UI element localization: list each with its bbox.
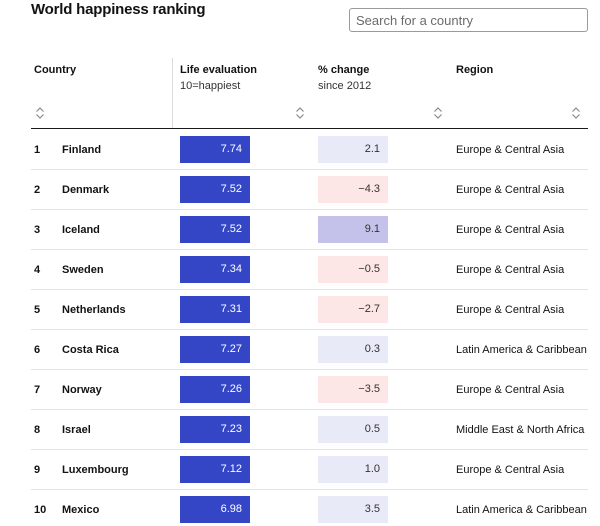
column-header-life-evaluation[interactable]: Life evaluation 10=happiest: [180, 62, 257, 94]
country-cell: Sweden: [62, 264, 104, 276]
country-cell: Luxembourg: [62, 464, 129, 476]
life-evaluation-cell: 7.26: [180, 376, 250, 403]
rank-cell: 1: [34, 144, 41, 156]
sort-country-icon[interactable]: [35, 106, 45, 120]
column-label-country: Country: [34, 64, 77, 76]
search-input[interactable]: [349, 8, 588, 32]
change-cell: 3.5: [318, 496, 388, 523]
column-header-change[interactable]: % change since 2012: [318, 62, 371, 94]
rank-cell: 8: [34, 424, 41, 436]
table-row: 7 Norway 7.26 −3.5 Europe & Central Asia: [31, 370, 588, 410]
column-header-country[interactable]: Country: [34, 62, 76, 78]
table-row: 2 Denmark 7.52 −4.3 Europe & Central Asia: [31, 170, 588, 210]
column-header-region[interactable]: Region: [456, 62, 493, 78]
country-cell: Israel: [62, 424, 91, 436]
table-row: 10 Mexico 6.98 3.5 Latin America & Caribbean: [31, 490, 588, 526]
region-cell: Europe & Central Asia: [456, 304, 565, 316]
region-cell: Europe & Central Asia: [456, 464, 565, 476]
region-cell: Latin America & Caribbean: [456, 344, 587, 356]
country-cell: Norway: [62, 384, 102, 396]
table-row: 4 Sweden 7.34 −0.5 Europe & Central Asia: [31, 250, 588, 290]
table-row: 3 Iceland 7.52 9.1 Europe & Central Asia: [31, 210, 588, 250]
life-evaluation-cell: 7.31: [180, 296, 250, 323]
country-cell: Finland: [62, 144, 102, 156]
life-evaluation-cell: 7.34: [180, 256, 250, 283]
change-cell: −2.7: [318, 296, 388, 323]
column-label-life-evaluation: Life evaluation: [180, 64, 258, 76]
rank-cell: 7: [34, 384, 41, 396]
life-evaluation-cell: 7.12: [180, 456, 250, 483]
change-cell: 9.1: [318, 216, 388, 243]
table-row: 9 Luxembourg 7.12 1.0 Europe & Central Asia: [31, 450, 588, 490]
sort-life-evaluation-icon[interactable]: [295, 106, 305, 120]
change-cell: 1.0: [318, 456, 388, 483]
column-label-region: Region: [456, 64, 494, 76]
rank-cell: 6: [34, 344, 41, 356]
region-cell: Europe & Central Asia: [456, 384, 565, 396]
country-cell: Costa Rica: [62, 344, 119, 356]
sort-change-icon[interactable]: [433, 106, 443, 120]
region-cell: Europe & Central Asia: [456, 144, 565, 156]
rank-cell: 3: [34, 224, 41, 236]
header-divider: [31, 128, 588, 129]
rank-cell: 2: [34, 184, 41, 196]
rank-cell: 4: [34, 264, 41, 276]
life-evaluation-cell: 7.52: [180, 176, 250, 203]
region-cell: Europe & Central Asia: [456, 264, 565, 276]
rank-cell: 5: [34, 304, 41, 316]
table-row: 5 Netherlands 7.31 −2.7 Europe & Central Asi…: [31, 290, 588, 330]
region-cell: Europe & Central Asia: [456, 184, 565, 196]
country-cell: Mexico: [62, 504, 100, 516]
column-label-change: % change: [318, 64, 370, 76]
region-cell: Europe & Central Asia: [456, 224, 565, 236]
sort-region-icon[interactable]: [571, 106, 581, 120]
rank-cell: 9: [34, 464, 41, 476]
change-cell: −3.5: [318, 376, 388, 403]
change-cell: −0.5: [318, 256, 388, 283]
change-cell: 0.5: [318, 416, 388, 443]
country-cell: Iceland: [62, 224, 100, 236]
life-evaluation-cell: 7.27: [180, 336, 250, 363]
life-evaluation-cell: 7.52: [180, 216, 250, 243]
table-row: 6 Costa Rica 7.27 0.3 Latin America & Caribb…: [31, 330, 588, 370]
table-row: 1 Finland 7.74 2.1 Europe & Central Asia: [31, 130, 588, 170]
country-cell: Netherlands: [62, 304, 126, 316]
table-title: World happiness ranking: [31, 1, 206, 18]
life-evaluation-cell: 6.98: [180, 496, 250, 523]
column-sublabel-change: since 2012: [318, 80, 372, 92]
region-cell: Latin America & Caribbean: [456, 504, 587, 516]
country-cell: Denmark: [62, 184, 110, 196]
region-cell: Middle East & North Africa: [456, 424, 585, 436]
rank-cell: 10: [34, 504, 47, 516]
change-cell: −4.3: [318, 176, 388, 203]
column-divider: [172, 58, 173, 128]
column-sublabel-life-evaluation: 10=happiest: [180, 80, 241, 92]
change-cell: 2.1: [318, 136, 388, 163]
table-row: 8 Israel 7.23 0.5 Middle East & North Africa: [31, 410, 588, 450]
change-cell: 0.3: [318, 336, 388, 363]
life-evaluation-cell: 7.74: [180, 136, 250, 163]
life-evaluation-cell: 7.23: [180, 416, 250, 443]
